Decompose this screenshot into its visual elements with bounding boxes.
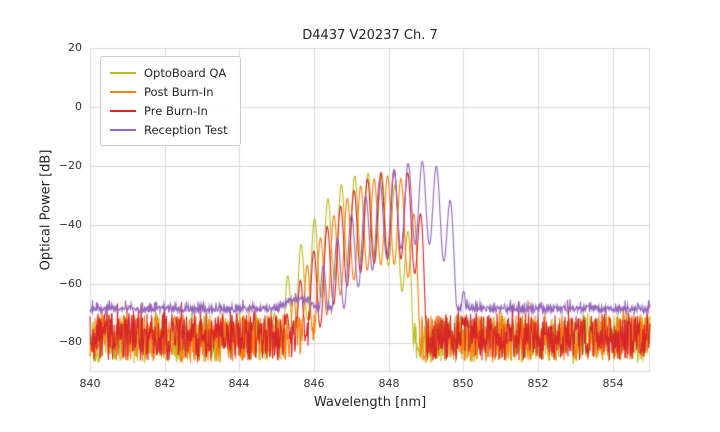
legend-line-swatch [110, 71, 136, 74]
legend: OptoBoard QA Post Burn-In Pre Burn-In Re… [100, 56, 241, 146]
legend-label: Reception Test [144, 122, 228, 137]
y-tick-label: 0 [75, 100, 82, 113]
x-axis-label: Wavelength [nm] [313, 395, 427, 410]
chart-title: D4437 V20237 Ch. 7 [302, 28, 438, 43]
x-tick-label: 850 [452, 377, 474, 390]
y-tick-label: −40 [58, 218, 82, 231]
y-tick-label: 20 [68, 41, 82, 54]
y-tick-label: −80 [58, 335, 82, 348]
legend-label: Post Burn-In [144, 84, 214, 99]
legend-line-swatch [110, 128, 136, 131]
legend-line-swatch [110, 90, 136, 93]
x-tick-label: 840 [79, 377, 101, 390]
y-tick-label: −20 [58, 159, 82, 172]
x-tick-label: 842 [154, 377, 176, 390]
x-tick-label: 844 [228, 377, 250, 390]
legend-label: OptoBoard QA [144, 65, 227, 80]
legend-item: Pre Burn-In [110, 101, 228, 120]
x-tick-label: 846 [303, 377, 325, 390]
x-tick-label: 848 [378, 377, 400, 390]
legend-item: Reception Test [110, 120, 228, 139]
legend-item: OptoBoard QA [110, 63, 228, 82]
y-tick-label: −60 [58, 277, 82, 290]
legend-item: Post Burn-In [110, 82, 228, 101]
x-tick-label: 854 [602, 377, 624, 390]
x-tick-label: 852 [527, 377, 549, 390]
legend-line-swatch [110, 109, 136, 112]
legend-label: Pre Burn-In [144, 103, 208, 118]
